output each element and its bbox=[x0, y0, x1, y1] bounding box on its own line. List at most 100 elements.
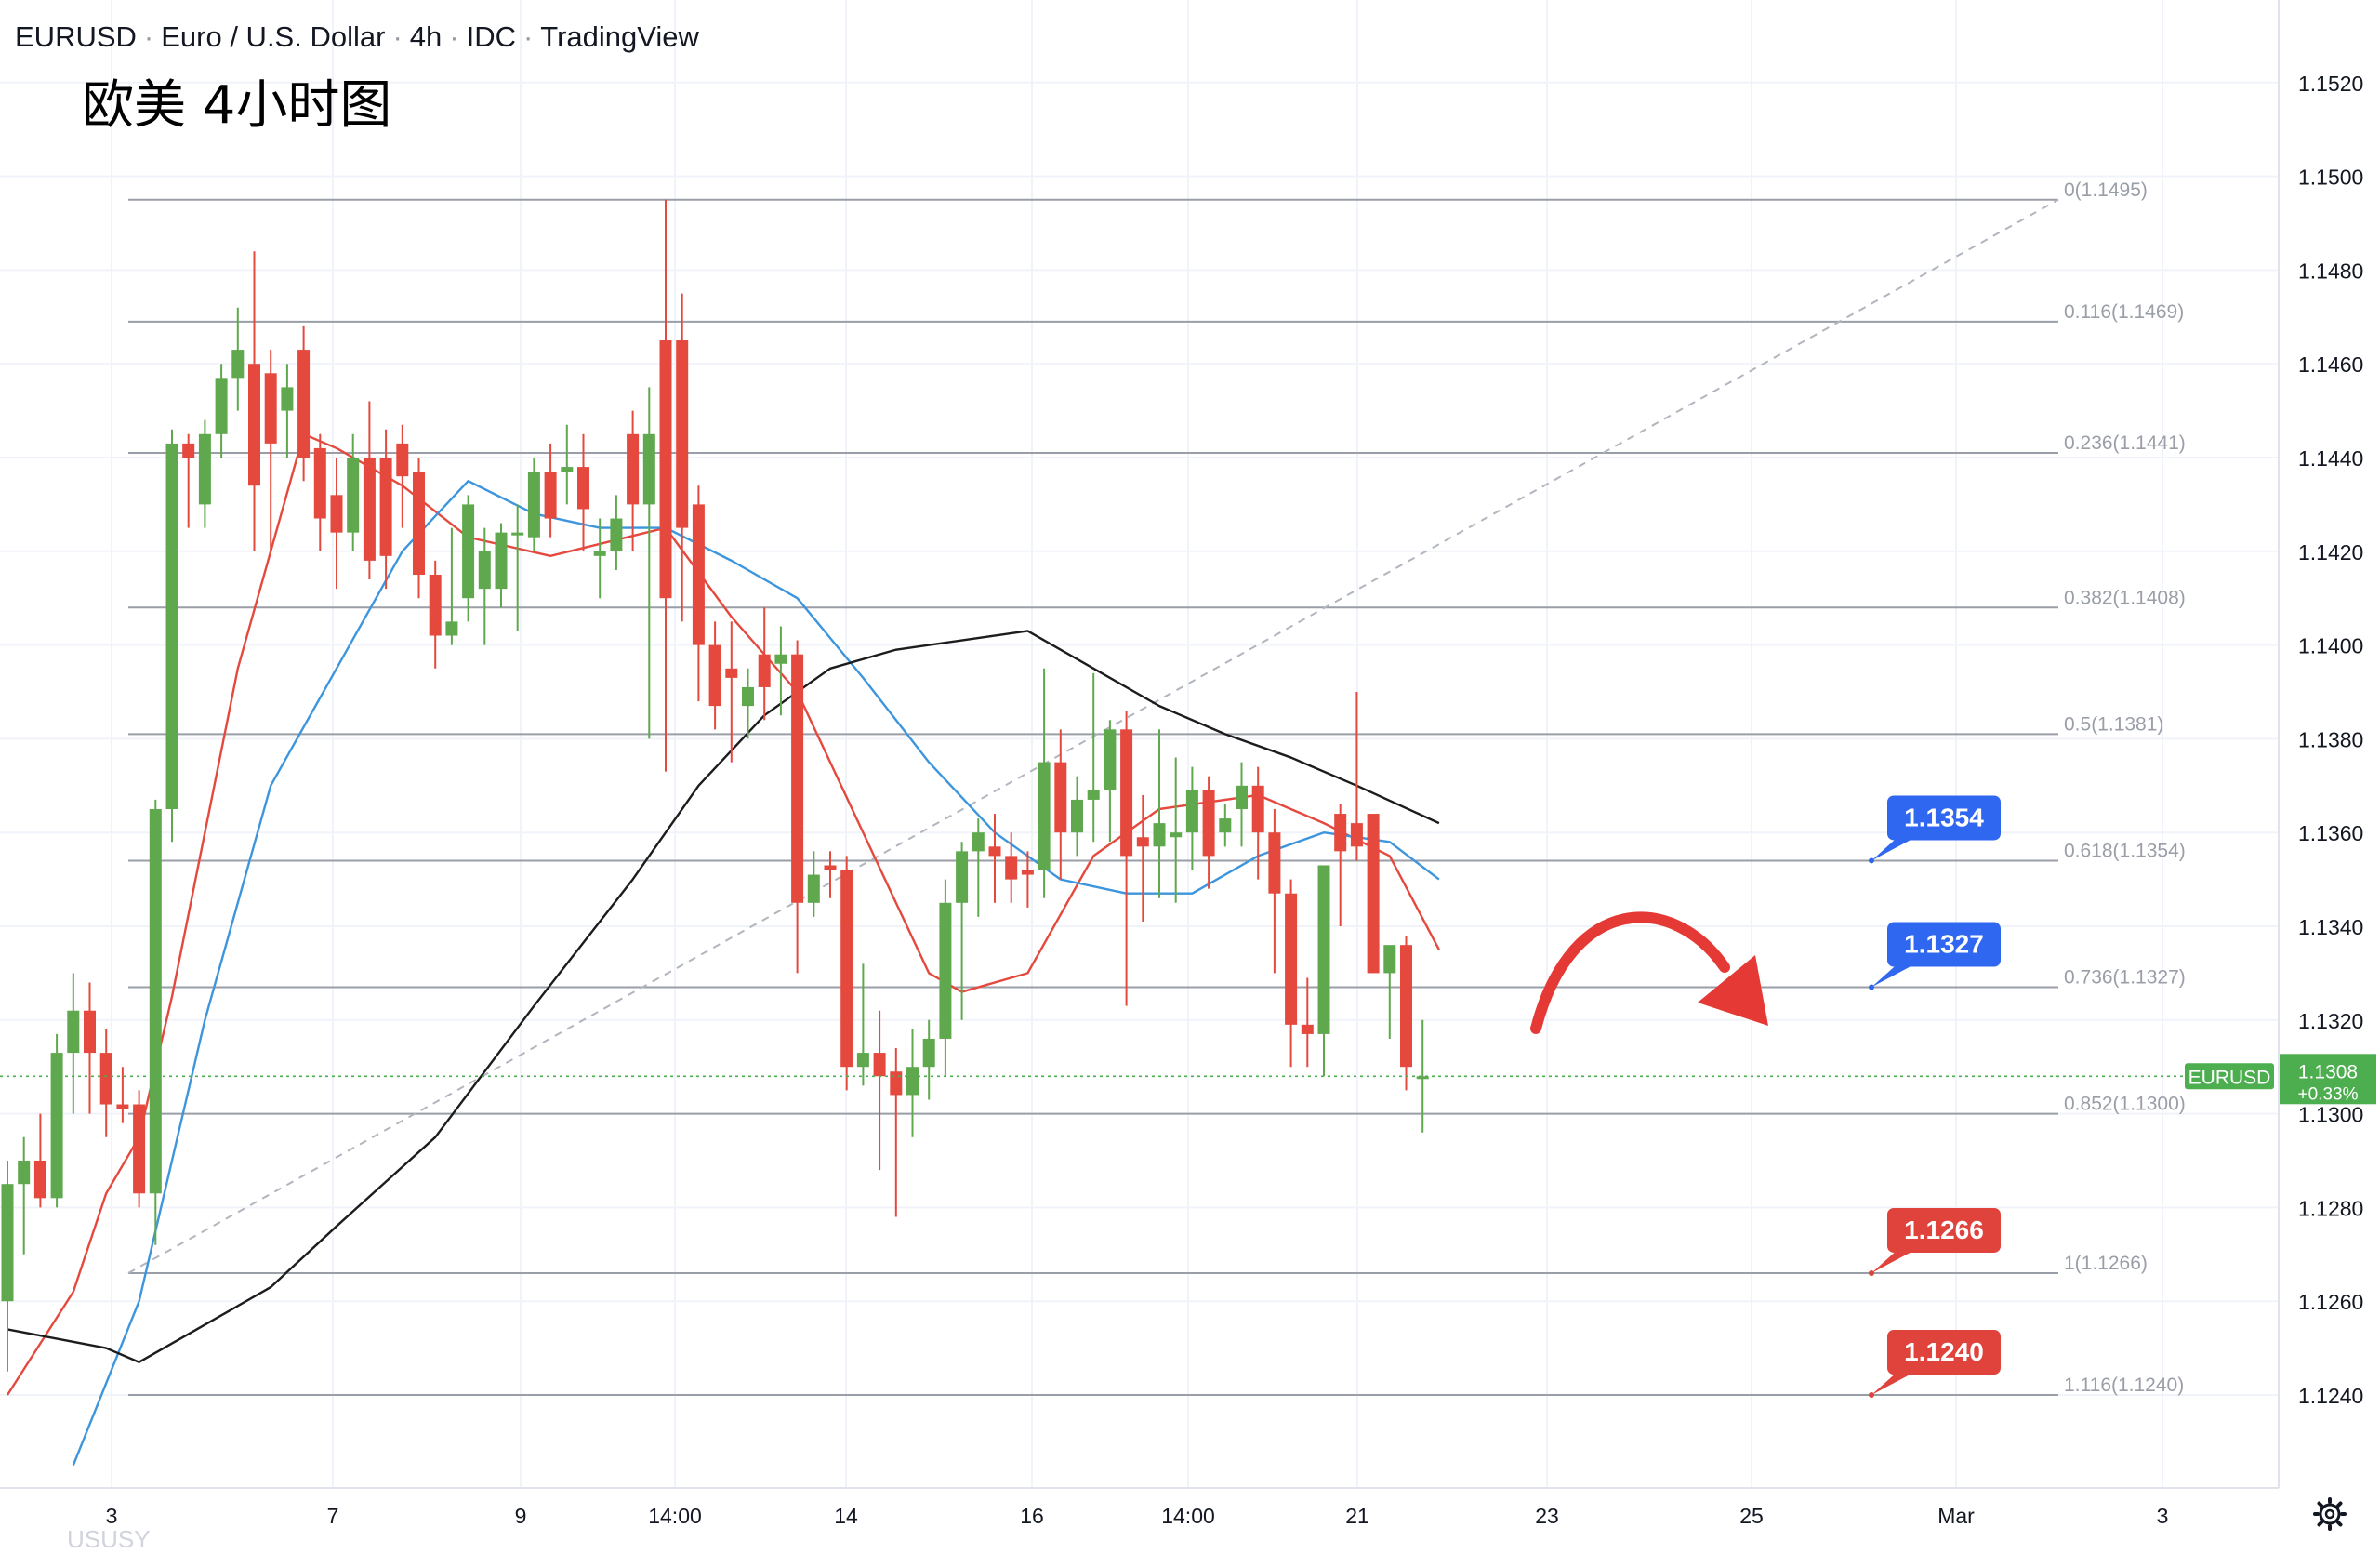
candle-body bbox=[67, 1010, 80, 1054]
callout-price-text: 1.1354 bbox=[1904, 803, 1984, 831]
callout-anchor bbox=[1869, 857, 1874, 864]
candle-body bbox=[445, 621, 458, 636]
candle-body bbox=[972, 832, 985, 852]
interval-label[interactable]: 4h bbox=[409, 20, 443, 53]
candle-body bbox=[495, 532, 508, 590]
symbol-name[interactable]: EURUSD bbox=[15, 20, 137, 53]
candle-body bbox=[824, 865, 837, 870]
candle-body bbox=[84, 1010, 96, 1054]
bottom-watermark: USUSY bbox=[67, 1525, 151, 1553]
price-tick: 1.1440 bbox=[2298, 446, 2363, 471]
candle-body bbox=[774, 654, 787, 664]
candle-body bbox=[577, 467, 589, 510]
candle-body bbox=[182, 443, 195, 458]
callout-pointer bbox=[1871, 1371, 1917, 1395]
time-tick: 3 bbox=[106, 1504, 118, 1528]
fib-level-label: 0(1.1495) bbox=[2064, 179, 2148, 201]
candle-body bbox=[264, 373, 277, 444]
current-symbol-badge bbox=[2185, 1063, 2274, 1090]
price-tick: 1.1520 bbox=[2298, 72, 2363, 96]
candle-body bbox=[561, 467, 574, 472]
candle-body bbox=[231, 350, 245, 379]
fib-level-label: 1(1.1266) bbox=[2064, 1253, 2148, 1274]
candle-body bbox=[1120, 729, 1133, 857]
settings-gear-icon[interactable] bbox=[2313, 1497, 2347, 1531]
candle-body bbox=[527, 472, 540, 538]
candle-body bbox=[1038, 762, 1051, 870]
callout-anchor bbox=[1869, 1269, 1874, 1276]
candle-body bbox=[165, 443, 178, 809]
candle-body bbox=[791, 654, 804, 903]
callout-price-text: 1.1240 bbox=[1904, 1337, 1984, 1366]
candle-body bbox=[462, 504, 475, 599]
candle-body bbox=[1021, 870, 1034, 875]
moving-averages bbox=[6, 432, 1440, 1467]
candle-body bbox=[347, 458, 360, 533]
time-tick: 7 bbox=[327, 1504, 339, 1528]
candle-body bbox=[890, 1071, 903, 1096]
chart-header[interactable]: EURUSD · Euro / U.S. Dollar · 4h · IDC · Trading… bbox=[15, 20, 699, 53]
candle-body bbox=[873, 1053, 886, 1077]
candle-body bbox=[33, 1161, 46, 1199]
candle-body bbox=[1367, 814, 1380, 974]
time-tick: 3 bbox=[2157, 1504, 2169, 1528]
price-tick: 1.1500 bbox=[2298, 166, 2363, 190]
candle-body bbox=[758, 654, 771, 687]
candle-body bbox=[363, 458, 376, 561]
callout-pointer bbox=[1871, 1248, 1917, 1273]
candle-body bbox=[281, 387, 294, 411]
candle-body bbox=[676, 340, 689, 528]
symbol-description: Euro / U.S. Dollar bbox=[161, 20, 386, 53]
callout-pointer bbox=[1871, 963, 1917, 988]
candle-body bbox=[330, 495, 343, 533]
current-price-tag: EURUSD 1.1308+0.33% bbox=[2185, 1054, 2376, 1105]
candle-body bbox=[807, 874, 820, 903]
callout-box bbox=[1887, 1330, 2001, 1375]
candle-body bbox=[1317, 865, 1330, 1034]
candle-body bbox=[627, 433, 640, 505]
callout-box bbox=[1887, 922, 2001, 967]
candle-body bbox=[840, 870, 853, 1068]
candle-body bbox=[642, 433, 655, 505]
candle-body bbox=[1251, 785, 1264, 833]
candle-body bbox=[906, 1067, 919, 1096]
candle-body bbox=[1185, 790, 1198, 833]
candle-body bbox=[1400, 945, 1412, 1068]
candle-body bbox=[1285, 893, 1298, 1025]
candle-body bbox=[659, 340, 672, 599]
price-tick: 1.1420 bbox=[2298, 540, 2363, 564]
price-tick: 1.1240 bbox=[2298, 1384, 2363, 1408]
candle-body bbox=[1087, 790, 1100, 800]
fib-level-label: 0.852(1.1300) bbox=[2064, 1094, 2186, 1115]
candles bbox=[1, 199, 1429, 1372]
candle-body bbox=[1236, 785, 1248, 809]
candle-body bbox=[396, 443, 409, 477]
candle-body bbox=[1170, 832, 1183, 838]
fib-level-label: 0.116(1.1469) bbox=[2064, 301, 2184, 323]
time-tick: 14:00 bbox=[648, 1504, 702, 1528]
candle-body bbox=[610, 518, 623, 551]
price-axis: 1.1520 1.1500 1.1480 1.1460 1.1440 1.1420 1.14… bbox=[2298, 72, 2363, 1408]
price-tick: 1.1480 bbox=[2298, 259, 2363, 283]
fib-level-label: 0.236(1.1441) bbox=[2064, 432, 2186, 454]
price-tick: 1.1460 bbox=[2298, 352, 2363, 377]
current-price-text: 1.1308 bbox=[2298, 1061, 2358, 1082]
callout-anchor bbox=[1869, 1392, 1874, 1398]
candle-body bbox=[198, 433, 211, 505]
brand-label: TradingView bbox=[540, 20, 699, 53]
candle-body bbox=[1268, 832, 1281, 894]
price-tick: 1.1320 bbox=[2298, 1009, 2363, 1033]
fib-level-label: 0.618(1.1354) bbox=[2064, 840, 2186, 861]
time-tick: 25 bbox=[1739, 1504, 1764, 1528]
current-price-badge bbox=[2280, 1054, 2376, 1105]
chart-grid bbox=[0, 0, 2279, 1488]
time-axis: 3 7 9 14:00 14 16 14:00 21 23 25 Mar 3 bbox=[106, 1504, 2169, 1528]
exchange-label: IDC bbox=[466, 20, 516, 53]
callout-anchor bbox=[1869, 984, 1874, 990]
time-tick: 23 bbox=[1535, 1504, 1559, 1528]
fib-level-label: 1.116(1.1240) bbox=[2064, 1375, 2184, 1396]
time-tick: 21 bbox=[1345, 1504, 1369, 1528]
candle-body bbox=[413, 472, 425, 575]
